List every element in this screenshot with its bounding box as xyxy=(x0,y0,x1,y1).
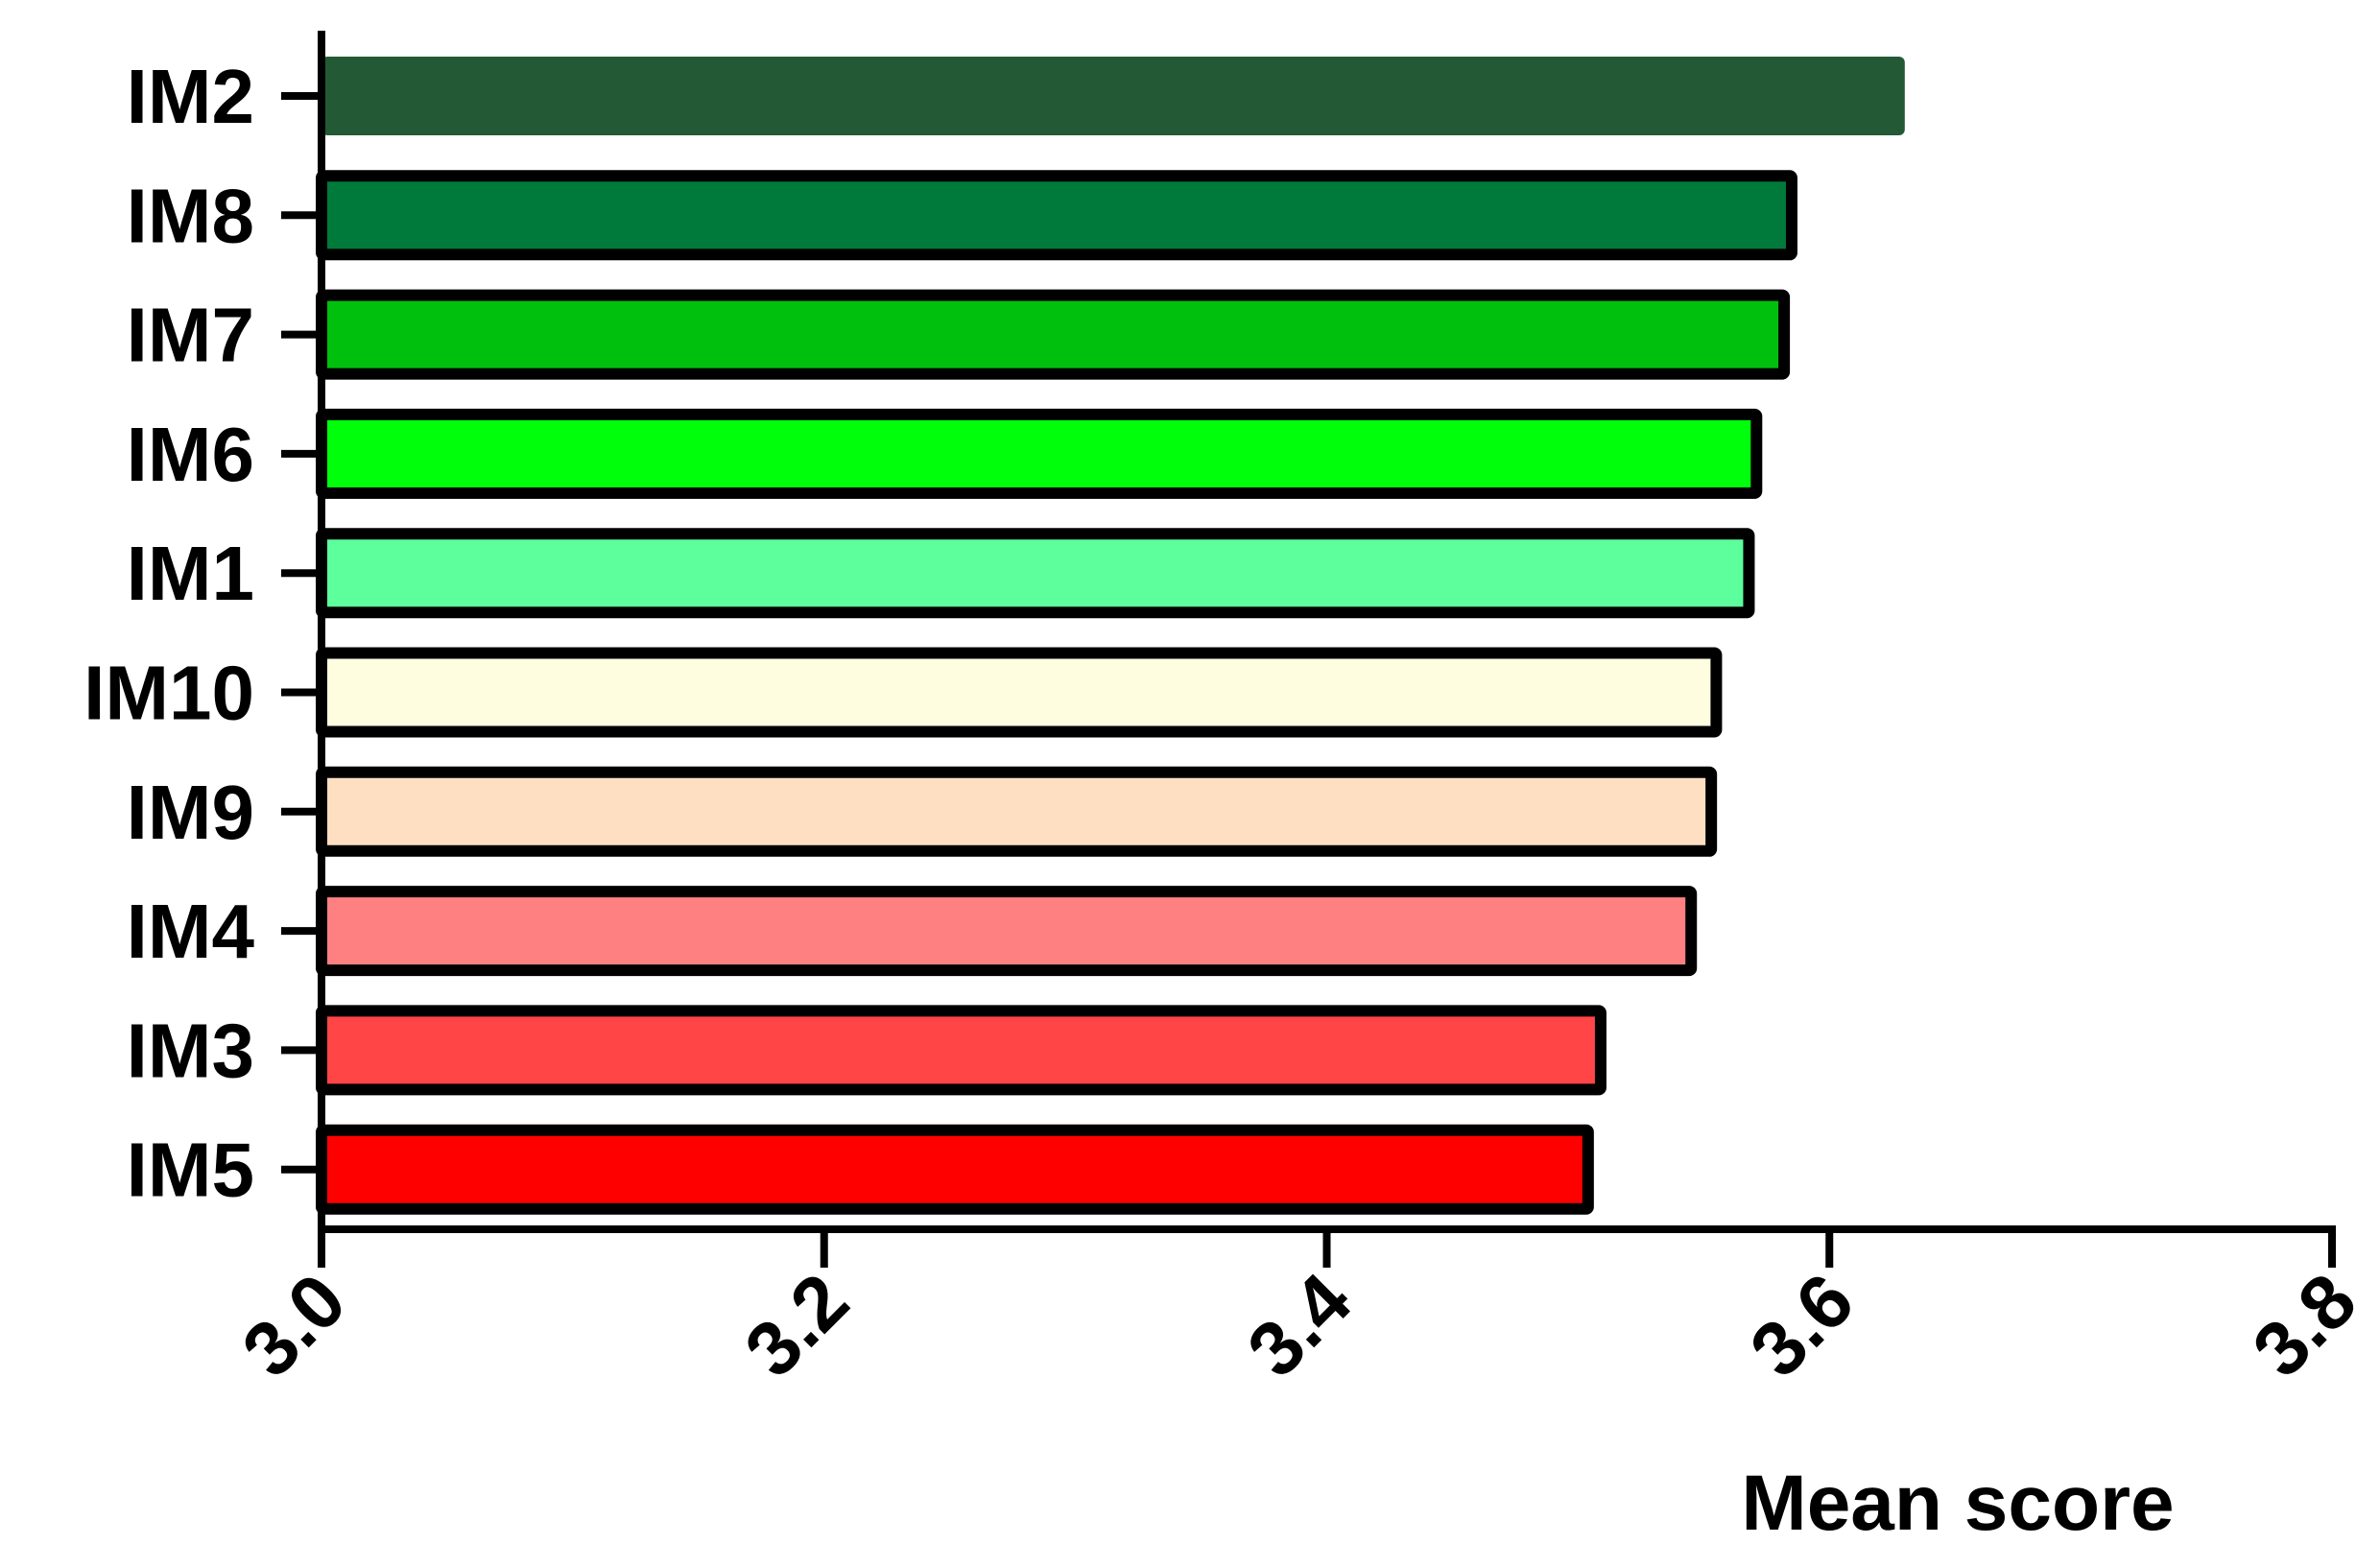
y-tick-label: IM3 xyxy=(127,1008,254,1093)
bar xyxy=(316,1005,1606,1096)
bar xyxy=(316,1124,1594,1215)
x-tick-label: 3.0 xyxy=(226,1257,362,1393)
y-tick-label: IM5 xyxy=(127,1128,254,1213)
x-axis-label: Mean score xyxy=(1741,1460,2174,1547)
bar xyxy=(316,408,1763,499)
bar xyxy=(316,170,1797,261)
bar xyxy=(316,289,1791,380)
y-tick-label: IM8 xyxy=(127,173,254,258)
bar xyxy=(316,528,1755,619)
x-tick-label: 3.2 xyxy=(728,1257,865,1393)
bar xyxy=(321,57,1905,135)
x-tick-label: 3.4 xyxy=(1231,1257,1368,1393)
bar xyxy=(316,647,1723,738)
x-tick-label: 3.6 xyxy=(1734,1257,1870,1393)
y-tick-label: IM6 xyxy=(127,412,254,497)
y-tick-label: IM2 xyxy=(127,54,254,139)
y-tick-label: IM10 xyxy=(83,651,254,736)
y-tick-label: IM7 xyxy=(127,293,254,378)
x-tick-label: 3.8 xyxy=(2236,1257,2372,1393)
y-tick-label: IM9 xyxy=(127,770,254,855)
bar xyxy=(316,766,1718,857)
bar xyxy=(316,886,1698,977)
y-tick-label: IM4 xyxy=(127,889,255,974)
y-tick-label: IM1 xyxy=(127,531,254,616)
